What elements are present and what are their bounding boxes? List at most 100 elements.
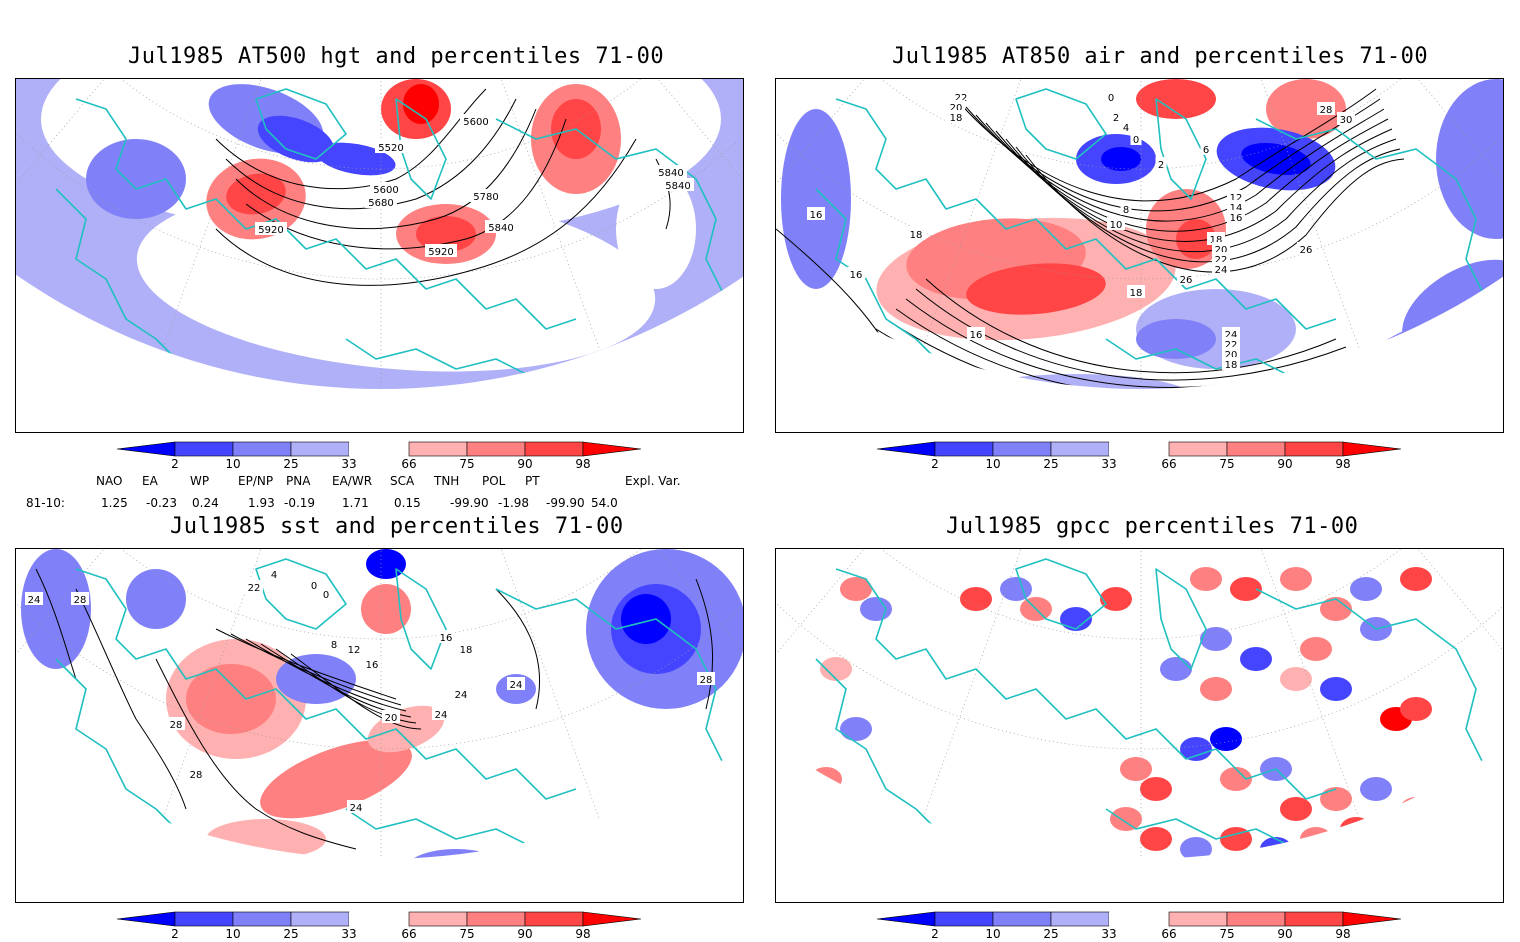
contour-label-bg — [485, 220, 517, 233]
map-background — [776, 549, 1503, 859]
contour-label: 5780 — [473, 192, 498, 203]
contour-label-bg — [1212, 262, 1230, 275]
colorbar-tick-label: 75 — [459, 927, 474, 941]
neutral-region — [616, 169, 696, 289]
coastline — [75, 568, 577, 800]
colorbar-tick-label: 66 — [401, 457, 416, 471]
contour-label-bg — [655, 165, 687, 178]
precip-anomaly-patch — [1420, 817, 1452, 841]
colorbar-tick-label: 10 — [985, 927, 1000, 941]
contour-label-bg — [662, 178, 694, 191]
colorbar-air: 2 10 25 33 66 75 90 98 — [876, 441, 1402, 471]
contour-label: 5600 — [463, 117, 488, 128]
contour-label: 24 — [1215, 265, 1228, 276]
contour-label-bg — [947, 100, 965, 113]
contour-label: 26 — [1180, 275, 1193, 286]
index-value: -99.90 — [546, 496, 585, 510]
map-gpcc — [775, 548, 1504, 903]
precip-anomaly-patch — [1320, 677, 1352, 701]
coastline — [1255, 118, 1487, 300]
map-air: 22 20 18 0 2 4 0 2 6 8 10 12 14 16 18 20 22 24 26 28 30 16 18 1… — [775, 78, 1504, 433]
precip-anomaly-patch — [1200, 677, 1232, 701]
map-air-svg: 2220180240268101214161820222426283016181… — [776, 79, 1503, 389]
contour-label-bg — [1202, 384, 1220, 389]
contour-label-bg — [1212, 252, 1230, 265]
index-header: EA — [142, 474, 158, 488]
contour-label: 22 — [955, 93, 968, 104]
contour-line — [35, 568, 77, 680]
colorbar-tick-label: 98 — [575, 457, 590, 471]
colorbar-tick-label: 66 — [1161, 457, 1176, 471]
panel-title-hgt: Jul1985 AT500 hgt and percentiles 71-00 — [128, 44, 665, 69]
contour-label-bg — [1227, 190, 1245, 203]
contour-label: 12 — [348, 645, 361, 656]
colorbar-segment-blue — [934, 911, 994, 927]
colorbar-gap — [1109, 912, 1169, 926]
colorbar-gpcc: 2 10 25 33 66 75 90 98 — [876, 911, 1402, 941]
precip-anomaly-patch — [1220, 827, 1252, 851]
contour-label: 16 — [366, 660, 379, 671]
precip-anomaly-patch — [840, 577, 872, 601]
coastline — [255, 88, 347, 160]
anomaly-blob — [257, 115, 335, 163]
contour-label-bg — [167, 717, 185, 730]
anomaly-blob — [186, 664, 276, 734]
colorbar-tick-label: 25 — [1043, 927, 1058, 941]
precip-anomaly-patch — [1100, 587, 1132, 611]
contour-label: 18 — [460, 645, 473, 656]
anomaly-blob — [781, 109, 851, 289]
precip-anomaly-patch — [1380, 837, 1412, 859]
contour-label-bg — [1127, 285, 1145, 298]
colorbar-left-arrow — [116, 911, 176, 927]
colorbar-tick-label: 25 — [1043, 457, 1058, 471]
colorbar-gap — [349, 442, 409, 456]
contour-label-bg — [71, 592, 89, 605]
colorbar-tick-label: 90 — [1277, 927, 1292, 941]
contour-label: 0 — [1133, 135, 1139, 146]
precip-anomaly-patch — [1280, 797, 1312, 821]
contour-line — [75, 588, 187, 810]
panel-title-gpcc: Jul1985 gpcc percentiles 71-00 — [946, 514, 1359, 539]
index-value: -1.98 — [498, 496, 530, 510]
contour-label-bg — [25, 592, 43, 605]
index-header: EP/NP — [238, 474, 274, 488]
precip-anomaly-patch — [1180, 837, 1212, 859]
precip-anomaly-patch — [1260, 837, 1292, 859]
precip-anomaly-patch — [1240, 647, 1272, 671]
coastline — [75, 98, 577, 330]
anomaly-blob — [86, 139, 186, 219]
index-header: PT — [525, 474, 540, 488]
index-header: NAO — [96, 474, 123, 488]
panel-title-air: Jul1985 AT850 air and percentiles 71-00 — [892, 44, 1429, 69]
index-row-label: 81-10: — [26, 496, 65, 510]
index-header: TNH — [434, 474, 460, 488]
index-header: WP — [190, 474, 210, 488]
contour-label: 22 — [1225, 340, 1238, 351]
contour-label: 2 — [1158, 160, 1164, 171]
coastline — [815, 188, 1067, 389]
contour-label: 5520 — [378, 143, 403, 154]
colorbar-segment-blue — [992, 441, 1052, 457]
colorbar-segment-red — [1226, 441, 1286, 457]
colorbar-tick-label: 75 — [1219, 927, 1234, 941]
contour-label-bg — [457, 642, 475, 655]
anomaly-blob — [1136, 79, 1216, 119]
anomaly-blob — [406, 849, 506, 859]
contour-label: 18 — [1130, 288, 1143, 299]
colorbar-segment-red — [466, 441, 526, 457]
contour-label: 5840 — [488, 223, 513, 234]
index-value: -99.90 — [450, 496, 489, 510]
anomaly-blob — [126, 569, 186, 629]
colorbar-left-arrow — [116, 441, 176, 457]
coastline — [55, 188, 307, 389]
contour-label: 8 — [331, 640, 337, 651]
colorbar-tick-label: 90 — [1277, 457, 1292, 471]
colorbar-tick-label: 33 — [341, 927, 356, 941]
map-hgt: 5600 5520 5600 5680 5780 5840 5920 5920 5840 5840 — [15, 78, 744, 433]
anomaly-blob — [366, 549, 406, 579]
contour-label-bg — [1297, 242, 1315, 255]
precip-anomaly-patch — [1280, 567, 1312, 591]
colorbar-tick-label: 66 — [1161, 927, 1176, 941]
contour-label: 20 — [1215, 245, 1228, 256]
contour-label-bg — [320, 587, 332, 600]
